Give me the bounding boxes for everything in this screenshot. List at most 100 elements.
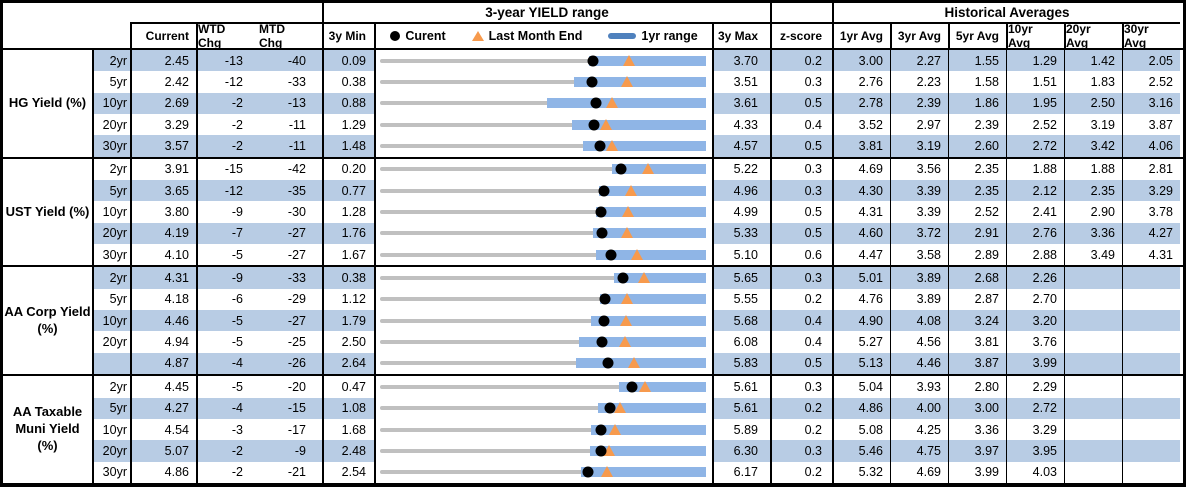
one-year-range-bar: [581, 467, 706, 478]
min-3y-cell: 1.29: [322, 114, 374, 136]
tenor-cell: 20yr: [92, 222, 130, 245]
range-track: [380, 231, 706, 236]
one-year-range-bar: [592, 228, 706, 239]
wtd-chg-cell: -4: [196, 352, 259, 375]
avg-3yr-cell: 4.08: [890, 310, 948, 332]
table-section: HG Yield (%) 2yr 2.45 -13 -40 0.09 3.70 0.2 3.00…: [3, 50, 1183, 157]
zscore-cell: 0.5: [770, 222, 832, 245]
range-chart-cell: [374, 71, 712, 93]
range-chart: [380, 159, 706, 180]
one-year-range-bar: [595, 249, 706, 260]
mtd-chg-cell: -27: [287, 247, 306, 262]
current-marker: [598, 315, 610, 327]
range-track: [380, 297, 706, 302]
zscore-cell: 0.5: [770, 135, 832, 157]
range-chart-cell: [374, 397, 712, 419]
legend-range-group: 1yr range: [608, 29, 698, 43]
range-chart-cell: [374, 376, 712, 398]
avg-20yr-cell: 2.35: [1064, 180, 1122, 202]
avg-20yr-cell: 3.49: [1064, 244, 1122, 266]
mtd-chg-cell: -20: [287, 379, 306, 394]
avg-30yr-cell: 2.81: [1122, 158, 1180, 181]
avg-20yr-cell: 1.88: [1064, 158, 1122, 181]
table-section: UST Yield (%) 2yr 3.91 -15 -42 0.20 5.22 0.3 4.6…: [3, 156, 1183, 266]
min-3y-cell: 0.09: [322, 50, 374, 72]
current-cell: 5.07: [130, 440, 196, 462]
last-month-marker: [618, 336, 631, 348]
current-marker: [596, 227, 608, 239]
zscore-cell: 0.4: [770, 114, 832, 136]
avg-20yr-cell: [1064, 288, 1122, 311]
current-cell: 4.31: [130, 267, 196, 289]
col-header-mtd-chg: MTD Chg: [259, 22, 322, 48]
mtd-chg-cell: -9: [259, 440, 322, 462]
legend-current-label: Curent: [405, 29, 446, 43]
mtd-chg-cell: -11: [259, 135, 322, 157]
max-3y-cell: 6.30: [712, 440, 770, 462]
one-year-range-bar: [596, 207, 706, 218]
last-month-marker: [620, 227, 633, 239]
avg-30yr-cell: [1122, 267, 1180, 289]
avg-30yr-cell: 3.16: [1122, 92, 1180, 115]
last-month-marker: [600, 118, 613, 130]
one-year-range-bar: [582, 141, 706, 152]
avg-20yr-cell: 2.90: [1064, 201, 1122, 223]
avg-20yr-cell: [1064, 461, 1122, 483]
range-chart: [380, 71, 706, 92]
wtd-chg-cell: -2: [196, 92, 259, 115]
range-chart-cell: [374, 267, 712, 289]
range-chart: [380, 244, 706, 265]
last-month-marker: [623, 54, 636, 66]
avg-1yr-cell: 4.76: [832, 288, 890, 311]
max-3y-cell: 5.10: [712, 244, 770, 266]
range-chart: [380, 114, 706, 135]
range-track: [380, 144, 706, 149]
range-track: [380, 318, 706, 323]
mtd-chg-cell: -15: [259, 397, 322, 419]
current-cell: 3.65: [130, 180, 196, 202]
avg-10yr-cell: 2.76: [1006, 222, 1064, 245]
avg-3yr-cell: 4.75: [890, 440, 948, 462]
avg-20yr-cell: [1064, 418, 1122, 441]
mtd-chg-cell: -30: [287, 205, 306, 220]
avg-10yr-cell: 3.76: [1006, 331, 1064, 353]
col-header-10yr-avg: 10yr Avg: [1006, 22, 1064, 48]
range-chart: [380, 180, 706, 201]
tenor-cell: 20yr: [92, 440, 130, 462]
zscore-cell: 0.5: [770, 201, 832, 223]
avg-30yr-cell: 3.29: [1122, 180, 1180, 202]
range-track: [380, 188, 706, 193]
mtd-chg-cell: -21: [287, 465, 306, 480]
avg-3yr-cell: 2.23: [890, 71, 948, 93]
wtd-chg-cell: -9: [196, 267, 259, 289]
wtd-chg-cell: -2: [196, 461, 259, 483]
mtd-chg-cell: -33: [259, 267, 322, 289]
col-header-1yr-avg: 1yr Avg: [832, 22, 890, 48]
min-3y-cell: 0.20: [322, 158, 374, 181]
last-month-marker: [637, 272, 650, 284]
legend-current-group: Curent: [390, 29, 446, 43]
avg-5yr-cell: 3.00: [948, 397, 1006, 419]
avg-10yr-cell: 1.29: [1006, 50, 1064, 72]
range-track: [380, 406, 706, 411]
current-cell: 2.69: [130, 92, 196, 115]
tenor-cell: 20yr: [92, 114, 130, 136]
current-cell: 4.45: [130, 376, 196, 398]
avg-20yr-cell: [1064, 267, 1122, 289]
wtd-chg-cell: -2: [196, 135, 259, 157]
avg-20yr-cell: 1.42: [1064, 50, 1122, 72]
avg-3yr-cell: 2.39: [890, 92, 948, 115]
tenor-cell: 30yr: [92, 244, 130, 266]
col-header-3y-max: 3y Max: [712, 22, 770, 48]
avg-5yr-cell: 3.24: [948, 310, 1006, 332]
wtd-chg-cell: -9: [196, 201, 259, 223]
avg-30yr-cell: 3.87: [1122, 114, 1180, 136]
avg-20yr-cell: 3.19: [1064, 114, 1122, 136]
chart-legend: Curent Last Month End 1yr range: [374, 22, 712, 48]
one-year-range-bar: [619, 381, 706, 392]
last-month-triangle-icon: [471, 31, 484, 41]
zscore-cell: 0.3: [770, 267, 832, 289]
last-month-marker: [620, 76, 633, 88]
range-chart: [380, 353, 706, 374]
